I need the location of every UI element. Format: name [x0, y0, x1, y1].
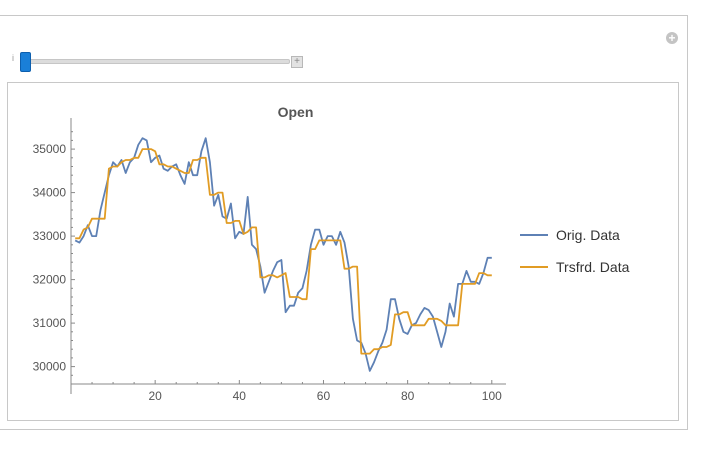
series-line-trsfrd-data [75, 148, 492, 355]
slider-label: i [12, 53, 14, 63]
slider-expand-icon[interactable]: + [291, 56, 303, 68]
chart-title: Open [278, 104, 314, 120]
x-tick-label: 40 [233, 389, 247, 403]
slider-thumb[interactable] [20, 52, 31, 72]
y-tick-label: 31000 [33, 316, 67, 330]
line-chart: Open 20 40 60 80 100 30000 31000 32000 33000 34000… [33, 104, 630, 403]
y-tick-label: 35000 [33, 142, 67, 156]
y-tick-label: 30000 [33, 360, 67, 374]
x-tick-label: 60 [317, 389, 331, 403]
legend-label: Trsfrd. Data [556, 259, 630, 275]
y-tick-label: 33000 [33, 229, 67, 243]
x-tick-label: 100 [482, 389, 502, 403]
legend-label: Orig. Data [556, 227, 620, 243]
slider-track[interactable] [22, 59, 290, 64]
y-tick-label: 32000 [33, 273, 67, 287]
y-tick-label: 34000 [33, 186, 67, 200]
series-line-orig-data [74, 137, 492, 372]
x-tick-label: 20 [148, 389, 162, 403]
x-tick-label: 80 [401, 389, 415, 403]
plot-frame: Open 20 40 60 80 100 30000 31000 32000 33000 34000… [7, 82, 679, 421]
add-icon[interactable]: + [666, 32, 678, 44]
